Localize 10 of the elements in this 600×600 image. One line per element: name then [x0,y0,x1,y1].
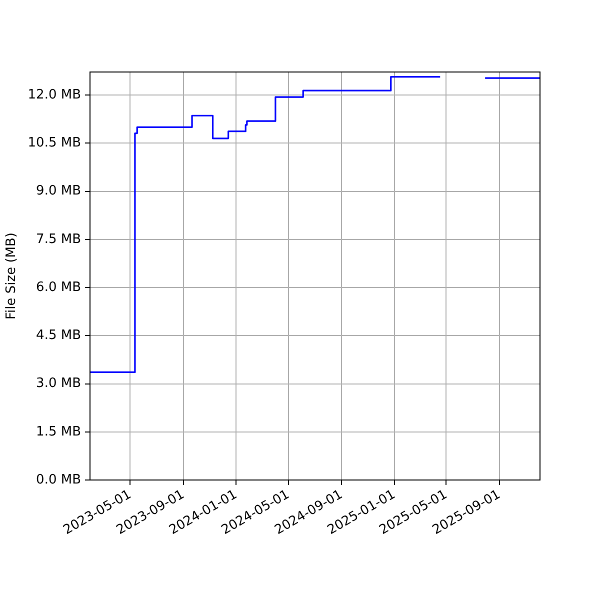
y-tick-label: 1.5 MB [36,424,81,440]
y-tick-label: 9.0 MB [36,184,81,199]
y-tick-label: 4.5 MB [36,328,81,344]
y-tick-label: 12.0 MB [28,87,81,102]
y-tick-label: 10.5 MB [28,136,81,151]
y-tick-label: 7.5 MB [36,232,81,247]
y-tick-label: 3.0 MB [36,376,81,392]
y-tick-label: 0.0 MB [36,472,81,488]
y-tick-label: 6.0 MB [36,280,81,295]
y-axis-title: File Size (MB) [4,232,20,320]
